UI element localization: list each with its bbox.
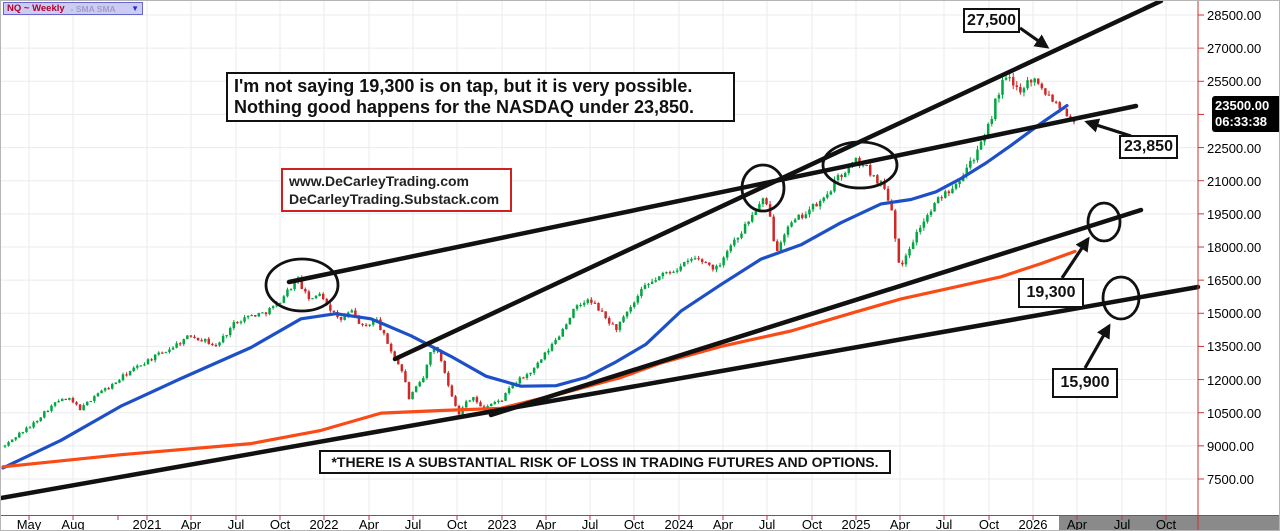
x-tick-label: Oct: [1155, 517, 1177, 531]
x-tick-label: Jul: [227, 517, 245, 531]
ellipse-pivot-nov-2021-high: [264, 257, 340, 313]
y-tick-label: 7500.00: [1207, 471, 1254, 487]
x-tick-label: Jul: [581, 517, 599, 531]
x-tick-label: Jul: [404, 517, 422, 531]
x-tick-label: Apr: [1066, 517, 1088, 531]
x-tick-label: May: [16, 517, 42, 531]
callout-arrows: [1019, 26, 1132, 369]
trendline-rising-channel-top-target-27500: [392, 1, 1164, 362]
callout-27500: 27,500: [963, 8, 1020, 33]
x-tick-label: 2025: [841, 517, 871, 531]
trendlines: [1, 1, 1201, 501]
x-tick-label: Oct: [801, 517, 823, 531]
x-tick-label: Oct: [446, 517, 468, 531]
ellipse-target-15900-on-trendline: [1101, 275, 1141, 321]
y-tick-label: 22500.00: [1207, 140, 1262, 156]
analyst-note-line2: Nothing good happens for the NASDAQ unde…: [234, 97, 695, 118]
gridlines: [1, 1, 1198, 515]
x-tick-label: 2021: [132, 517, 162, 531]
x-tick-label: Apr: [712, 517, 734, 531]
brand-box: www.DeCarleyTrading.com DeCarleyTrading.…: [281, 168, 512, 213]
x-tick-label: Oct: [978, 517, 1000, 531]
x-tick-label: Apr: [180, 517, 202, 531]
sma-slow-line: [1, 249, 1077, 469]
sma-fast-line: [1, 104, 1069, 470]
y-tick-label: 15000.00: [1207, 306, 1262, 322]
callout-19300: 19,300: [1018, 278, 1084, 308]
x-tick-label: Jul: [1113, 517, 1131, 531]
callout-15900: 15,900: [1052, 368, 1118, 398]
y-tick-label: 21000.00: [1207, 173, 1262, 189]
callout-23850: 23,850: [1119, 135, 1178, 159]
x-tick-label: Oct: [623, 517, 645, 531]
ellipse-target-19300-on-trendline: [1086, 201, 1122, 243]
symbol-label: NQ ~ Weekly: [7, 3, 65, 14]
x-tick-label: Apr: [535, 517, 557, 531]
y-tick-label: 25500.00: [1207, 74, 1262, 90]
analyst-note-line1: I'm not saying 19,300 is on tap, but it …: [234, 76, 693, 96]
candlestick-series: [3, 72, 1076, 449]
x-tick-label: Jul: [758, 517, 776, 531]
x-tick-label: 2026: [1018, 517, 1048, 531]
x-tick-label: 2022: [309, 517, 339, 531]
x-tick-label: Jul: [935, 517, 953, 531]
last-price-quote-box: 23500.00 06:33:38: [1212, 96, 1279, 132]
symbol-selector[interactable]: NQ ~ Weekly - SMA SMA ▼: [3, 2, 143, 15]
chevron-down-icon[interactable]: ▼: [131, 3, 139, 13]
last-price: 23500.00: [1215, 98, 1270, 113]
y-tick-label: 28500.00: [1207, 8, 1262, 23]
risk-disclaimer: *THERE IS A SUBSTANTIAL RISK OF LOSS IN …: [319, 450, 891, 474]
future-axis-band: [1059, 516, 1279, 530]
brand-url-1: www.DeCarleyTrading.com: [289, 173, 469, 189]
y-tick-label: 16500.00: [1207, 273, 1262, 289]
ellipse-pivot-jul-2024-high: [740, 163, 786, 213]
x-tick-label: Apr: [889, 517, 911, 531]
x-tick-label: Aug: [61, 517, 85, 531]
y-tick-label: 9000.00: [1207, 438, 1254, 454]
brand-url-2: DeCarleyTrading.Substack.com: [289, 191, 500, 208]
analyst-note-box: I'm not saying 19,300 is on tap, but it …: [226, 72, 735, 123]
y-tick-label: 10500.00: [1207, 405, 1262, 421]
y-tick-label: 12000.00: [1207, 372, 1262, 388]
trendline-resistance-from-2021-high-target-23850: [286, 103, 1139, 285]
quote-time: 06:33:38: [1215, 114, 1268, 129]
y-tick-label: 19500.00: [1207, 206, 1262, 222]
x-tick-label: Oct: [269, 517, 291, 531]
x-tick-label: Apr: [358, 517, 380, 531]
moving-average-lines: [1, 104, 1077, 470]
x-tick-label: 2023: [487, 517, 517, 531]
trendline-long-term-support-target-15900: [1, 284, 1201, 501]
annotation-ellipses: [264, 140, 1141, 321]
indicator-label: - SMA SMA: [70, 3, 116, 14]
y-tick-label: 18000.00: [1207, 239, 1262, 255]
y-tick-label: 27000.00: [1207, 41, 1262, 57]
ellipse-pivot-dec-2024-high: [821, 140, 899, 190]
y-tick-label: 13500.00: [1207, 339, 1262, 355]
trendline-support-from-2022-low-target-19300: [488, 207, 1144, 418]
x-tick-label: 2024: [664, 517, 694, 531]
